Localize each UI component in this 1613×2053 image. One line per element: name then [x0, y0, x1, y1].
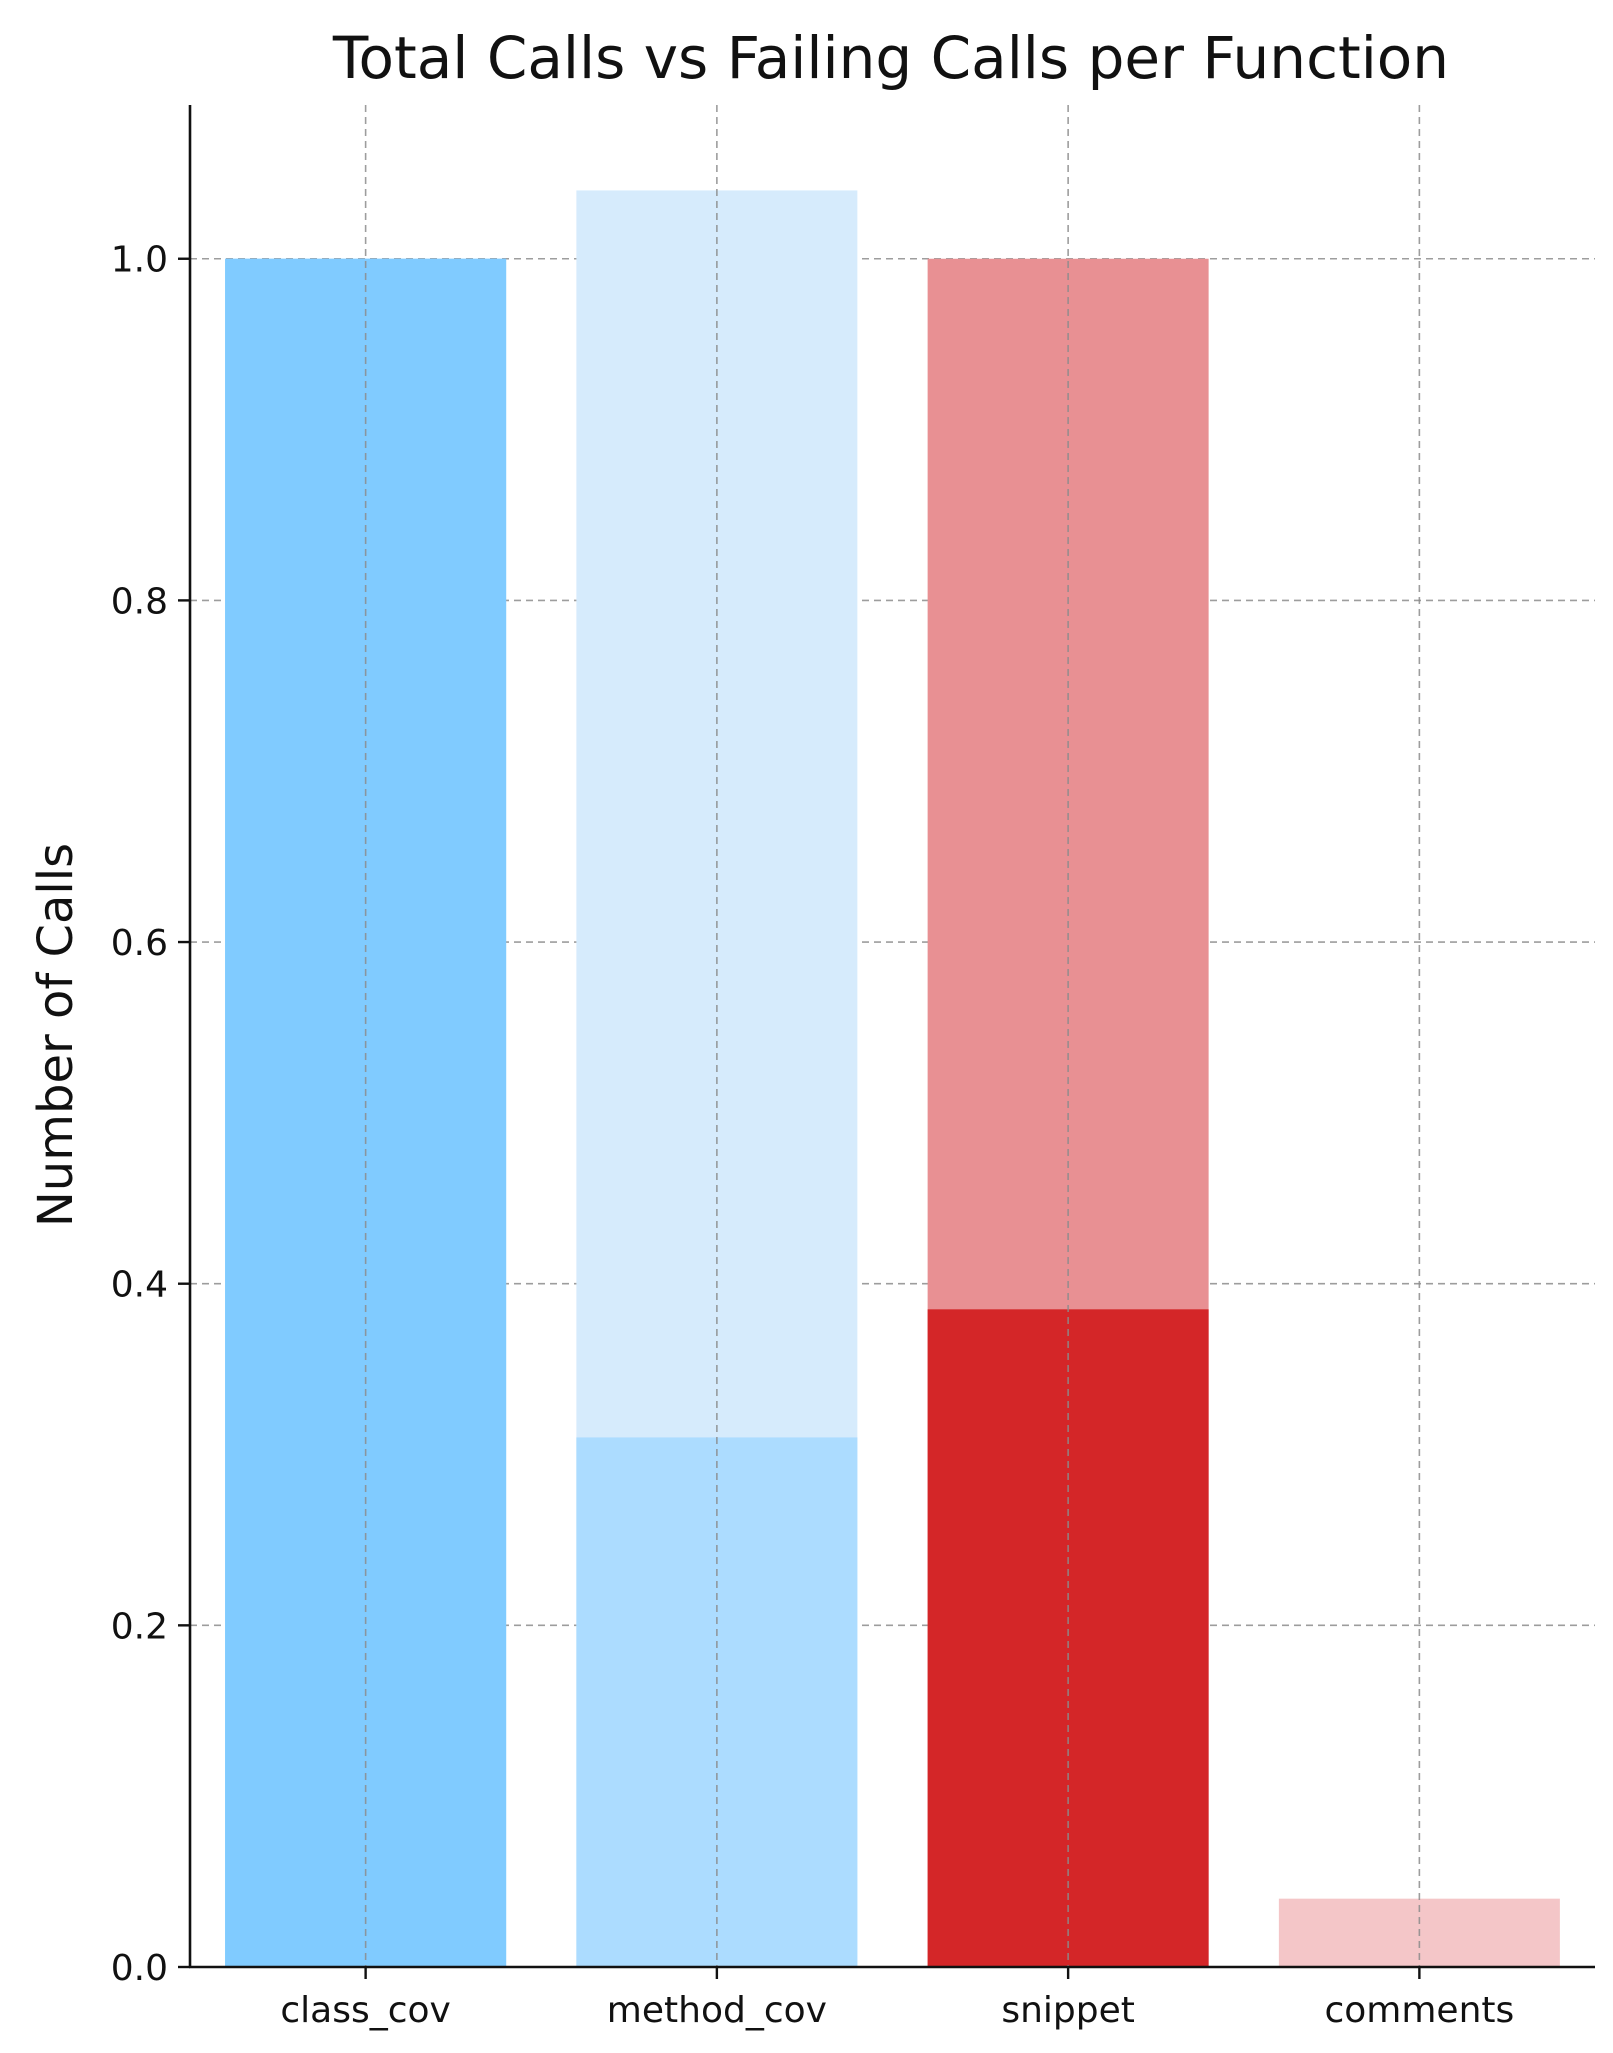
y-tick-label-2: 0.4: [111, 1265, 168, 1306]
y-tick-label-4: 0.8: [111, 581, 168, 622]
vertical-grid-lines: [364, 105, 1421, 1967]
y-tick-label-1: 0.2: [111, 1606, 168, 1647]
y-tick-label-3: 0.6: [111, 923, 168, 964]
chart-title: Total Calls vs Failing Calls per Functio…: [332, 24, 1449, 92]
y-tick-label-5: 1.0: [111, 240, 168, 281]
x-tick-label-method_cov: method_cov: [607, 1990, 827, 2031]
x-tick-label-class_cov: class_cov: [280, 1990, 451, 2031]
y-tick-label-0: 0.0: [111, 1948, 168, 1989]
tick-labels: 0.0 0.2 0.4 0.6 0.8 1.0 class_cov method_cov sni…: [111, 240, 1515, 2031]
y-axis-label: Number of Calls: [28, 843, 84, 1227]
x-tick-label-snippet: snippet: [1001, 1990, 1135, 2031]
x-tick-label-comments: comments: [1324, 1990, 1514, 2031]
axes: [188, 105, 1595, 1969]
bars: [225, 190, 1560, 1967]
